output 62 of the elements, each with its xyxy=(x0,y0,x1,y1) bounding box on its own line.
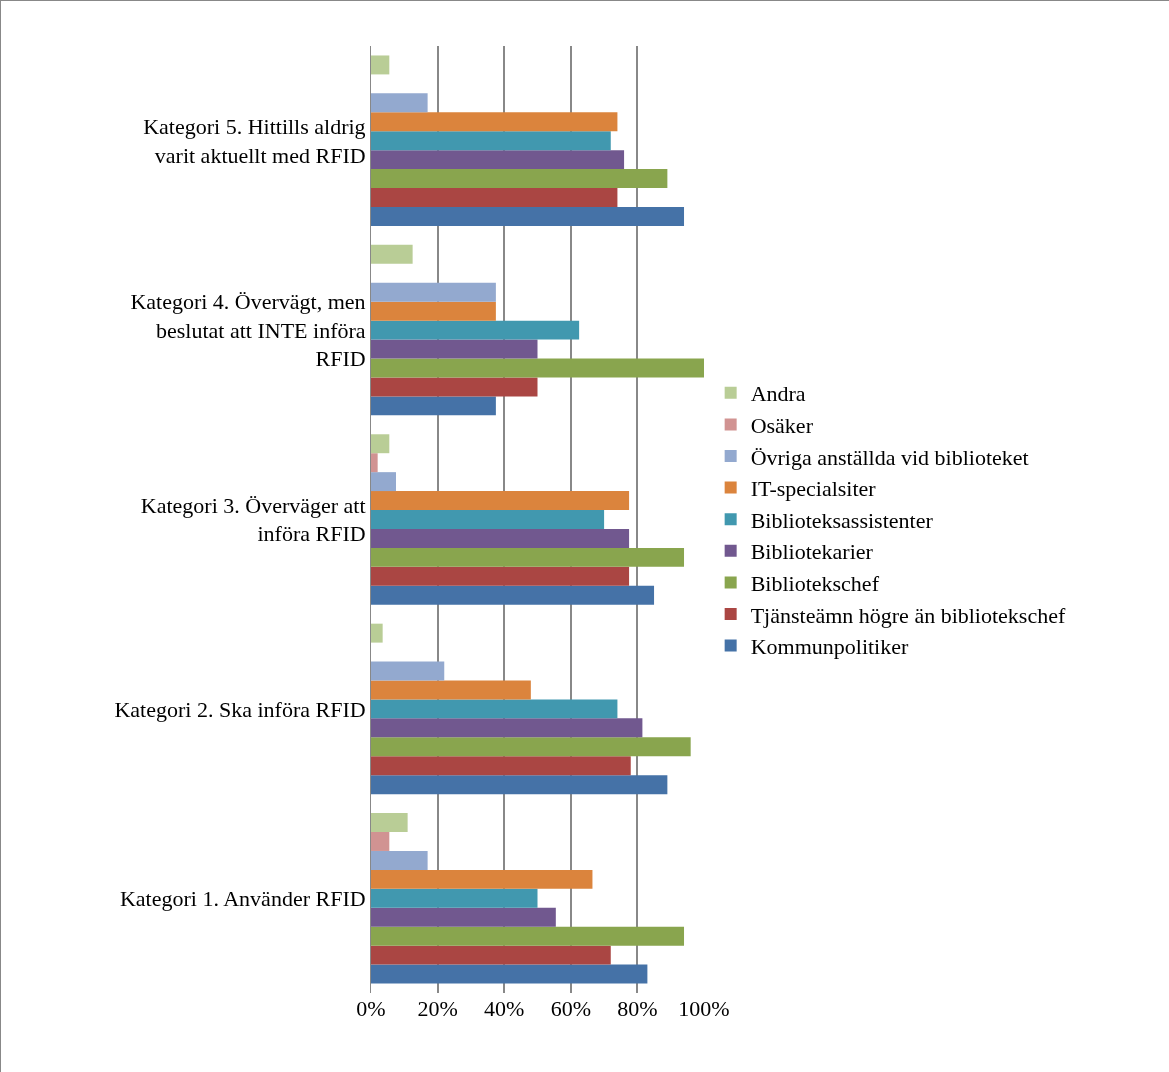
legend-label: Tjänsteämn högre än bibliotekschef xyxy=(750,602,1066,628)
bar xyxy=(371,528,630,548)
bar xyxy=(371,358,704,378)
legend-label: Bibliotekarier xyxy=(750,539,874,565)
bar xyxy=(371,945,611,965)
legend-label: Osäker xyxy=(750,412,814,438)
bar xyxy=(371,188,618,207)
y-tick-label: Kategori 4. Övervägt, men beslutat att INTE införa RFID xyxy=(130,289,366,372)
bar xyxy=(371,680,531,700)
bar xyxy=(371,718,643,738)
bar xyxy=(371,869,593,889)
bar xyxy=(371,585,655,605)
y-tick-label: Kategori 5. Hittills aldrig varit aktuellt med RFID xyxy=(143,114,366,168)
bar xyxy=(371,907,556,927)
legend-label: Övriga anställda vid biblioteket xyxy=(750,444,1029,470)
bar xyxy=(371,434,390,454)
bar xyxy=(371,623,383,643)
bar xyxy=(371,850,428,870)
legend-label: Kommunpolitiker xyxy=(750,634,909,660)
bar xyxy=(371,112,618,132)
legend-label: Bibliotekschef xyxy=(750,570,880,596)
bar xyxy=(371,661,445,681)
x-tick-label: 100% xyxy=(678,996,730,1021)
bar xyxy=(371,756,631,776)
y-tick-label: Kategori 1. Använder RFID xyxy=(119,886,366,911)
x-tick-label: 40% xyxy=(484,996,525,1021)
bar xyxy=(371,244,413,264)
bar xyxy=(371,377,538,397)
bar xyxy=(371,547,685,567)
bar xyxy=(371,472,396,492)
y-tick-label: Kategori 2. Ska införa RFID xyxy=(114,696,366,722)
bar xyxy=(371,453,378,473)
legend-label: Andra xyxy=(750,381,806,407)
x-tick-label: 20% xyxy=(417,996,458,1021)
x-tick-label: 0% xyxy=(356,996,386,1021)
bar xyxy=(371,320,580,340)
bar xyxy=(371,282,496,302)
bar xyxy=(371,301,496,321)
bar xyxy=(371,737,691,757)
bar xyxy=(371,169,668,189)
bar xyxy=(371,131,611,151)
bar xyxy=(371,55,390,75)
bar xyxy=(371,775,668,795)
legend-label: Biblioteksassistenter xyxy=(750,507,934,533)
legend-label: IT-specialsiter xyxy=(750,476,877,502)
bar xyxy=(371,339,538,359)
bar xyxy=(371,206,685,226)
bar xyxy=(371,888,538,908)
bar xyxy=(371,510,605,529)
bar xyxy=(371,566,630,586)
bar xyxy=(371,491,630,511)
x-tick-label: 60% xyxy=(550,996,591,1021)
bar xyxy=(371,93,428,113)
bar xyxy=(371,926,685,946)
bar xyxy=(371,964,648,984)
x-tick-label: 80% xyxy=(617,996,658,1021)
y-tick-label: Kategori 3. Överväger att införa RFID xyxy=(140,492,366,547)
bar xyxy=(371,699,618,719)
bar xyxy=(371,150,625,170)
bar xyxy=(371,813,408,833)
bar xyxy=(371,396,496,416)
bar xyxy=(371,832,390,851)
